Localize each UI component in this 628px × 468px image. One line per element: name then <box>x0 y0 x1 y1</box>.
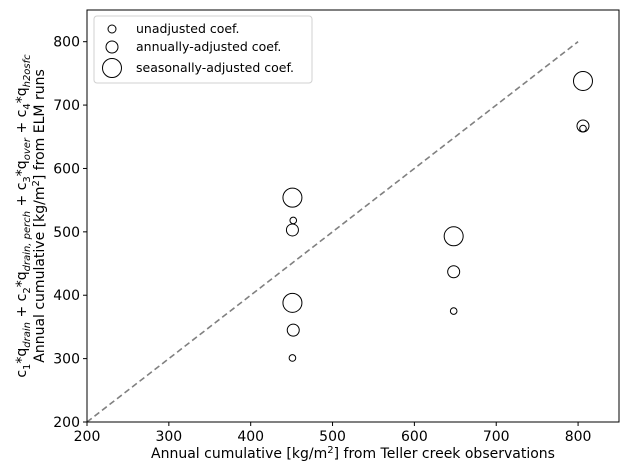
x-tick-label: 200 <box>74 429 101 445</box>
data-point-small-3 <box>579 124 587 133</box>
data-point-large-0 <box>282 187 303 208</box>
y-tick-label: 300 <box>53 352 80 368</box>
legend-marker-annually-adjusted <box>105 40 119 54</box>
data-point-medium-1 <box>286 323 300 337</box>
plot-frame <box>86 9 620 423</box>
data-point-medium-0 <box>285 223 299 237</box>
y-tick-label: 200 <box>53 415 80 431</box>
x-tick-label: 400 <box>237 429 264 445</box>
legend-label-annually-adjusted: annually-adjusted coef. <box>136 39 281 54</box>
data-point-small-1 <box>288 354 297 362</box>
x-axis-title-suffix: ] from Teller creek observations <box>334 446 555 462</box>
data-point-small-2 <box>449 307 458 315</box>
data-point-small-0 <box>289 216 298 225</box>
legend-label-seasonally-adjusted: seasonally-adjusted coef. <box>136 60 294 75</box>
data-point-large-2 <box>443 226 464 247</box>
y-tick-label: 800 <box>53 35 80 51</box>
y-tick-label: 700 <box>53 98 80 114</box>
y-axis-title-line-1: c1*qdrain + c2*qdrain, perch + c3*qover … <box>14 54 33 378</box>
x-axis: 200 300 400 500 600 700 800 <box>74 422 592 445</box>
y-axis-title-line-2: Annual cumulative [kg/m2] from ELM runs <box>31 69 48 363</box>
y-tick-label: 400 <box>53 288 80 304</box>
one-to-one-line <box>86 41 579 423</box>
x-axis-title: Annual cumulative [kg/m2] from Teller cr… <box>151 445 555 462</box>
legend-label-unadjusted: unadjusted coef. <box>136 21 240 36</box>
y-axis-title-line-2-prefix: Annual cumulative [kg/m <box>32 187 48 363</box>
x-tick-label: 600 <box>401 429 428 445</box>
legend: unadjusted coef. annually-adjusted coef.… <box>93 15 313 84</box>
x-axis-title-prefix: Annual cumulative [kg/m <box>151 446 327 462</box>
y-axis-title: c1*qdrain + c2*qdrain, perch + c3*qover … <box>14 54 48 378</box>
data-point-medium-3 <box>576 119 590 133</box>
legend-marker-unadjusted <box>107 24 117 34</box>
legend-marker-seasonally-adjusted <box>102 58 122 78</box>
y-tick-label: 500 <box>53 225 80 241</box>
legend-box <box>93 15 313 84</box>
y-axis: 200 300 400 500 600 700 800 <box>53 35 87 431</box>
one-to-one-line-layer <box>86 41 579 423</box>
data-points-layer <box>282 70 593 362</box>
data-point-large-3 <box>572 70 593 91</box>
y-tick-label: 600 <box>53 161 80 177</box>
x-tick-label: 500 <box>319 429 346 445</box>
x-tick-label: 800 <box>565 429 592 445</box>
x-axis-title-sup: 2 <box>327 445 333 456</box>
x-tick-label: 700 <box>483 429 510 445</box>
y-axis-title-line-2-suffix: ] from ELM runs <box>32 69 48 180</box>
x-tick-label: 300 <box>155 429 182 445</box>
data-point-large-1 <box>282 292 303 313</box>
y-axis-title-line-2-sup: 2 <box>31 180 42 186</box>
data-point-medium-2 <box>447 265 461 279</box>
